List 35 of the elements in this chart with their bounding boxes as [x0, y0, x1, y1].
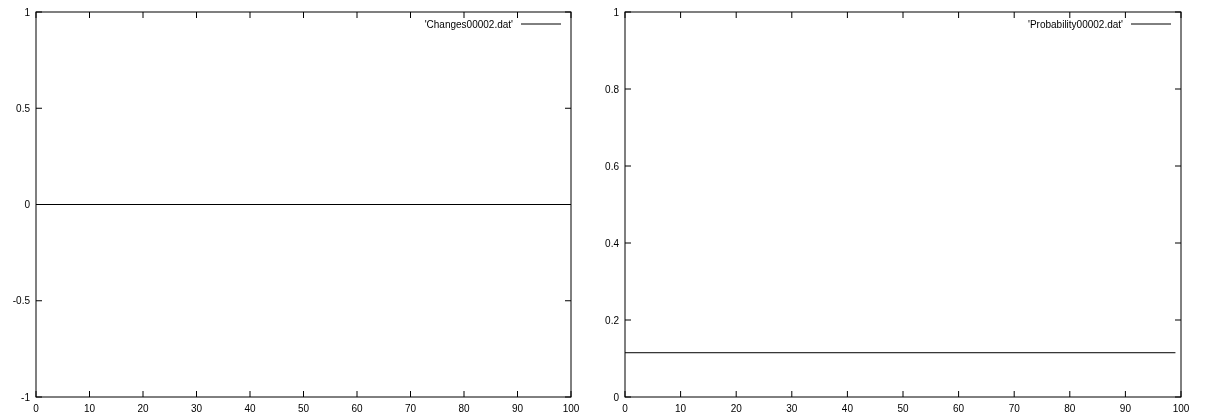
x-tick-label: 80 — [458, 403, 470, 414]
x-tick-label: 40 — [244, 403, 256, 414]
y-tick-label: 0.5 — [16, 102, 31, 114]
y-tick-label: 0 — [613, 391, 620, 403]
y-tick-label: 1 — [24, 6, 31, 18]
x-tick-label: 100 — [1172, 403, 1190, 414]
y-tick-label: 0 — [24, 199, 31, 210]
x-tick-label: 10 — [675, 403, 687, 414]
x-tick-label: 80 — [1064, 403, 1076, 414]
x-tick-label: 20 — [137, 403, 149, 414]
x-tick-label: 90 — [1119, 403, 1132, 414]
y-tick-label: 0.2 — [605, 314, 620, 326]
x-tick-label: 90 — [511, 403, 524, 414]
y-tick-label: -0.5 — [12, 295, 31, 307]
x-tick-label: 50 — [297, 403, 310, 414]
x-tick-label: 60 — [351, 403, 363, 414]
y-tick-label: 1 — [613, 6, 620, 18]
legend-label: 'Changes00002.dat' — [424, 18, 514, 30]
x-tick-label: 20 — [730, 403, 743, 414]
y-tick-label: 0.4 — [605, 237, 620, 249]
x-tick-label: 70 — [404, 403, 417, 414]
x-tick-label: 0 — [33, 403, 40, 414]
x-tick-label: 40 — [841, 403, 854, 414]
x-tick-label: 30 — [786, 403, 798, 414]
y-tick-label: -1 — [21, 391, 31, 403]
x-tick-label: 30 — [190, 403, 203, 414]
y-tick-label: 0.6 — [605, 160, 620, 172]
x-tick-label: 70 — [1008, 403, 1021, 414]
y-tick-label: 0.8 — [605, 83, 620, 95]
x-tick-label: 50 — [897, 403, 909, 414]
x-tick-label: 60 — [953, 403, 965, 414]
x-tick-label: 10 — [83, 403, 96, 414]
x-tick-label: 0 — [622, 403, 629, 414]
legend-label: 'Probability00002.dat' — [1028, 18, 1124, 30]
x-tick-label: 100 — [562, 403, 580, 414]
